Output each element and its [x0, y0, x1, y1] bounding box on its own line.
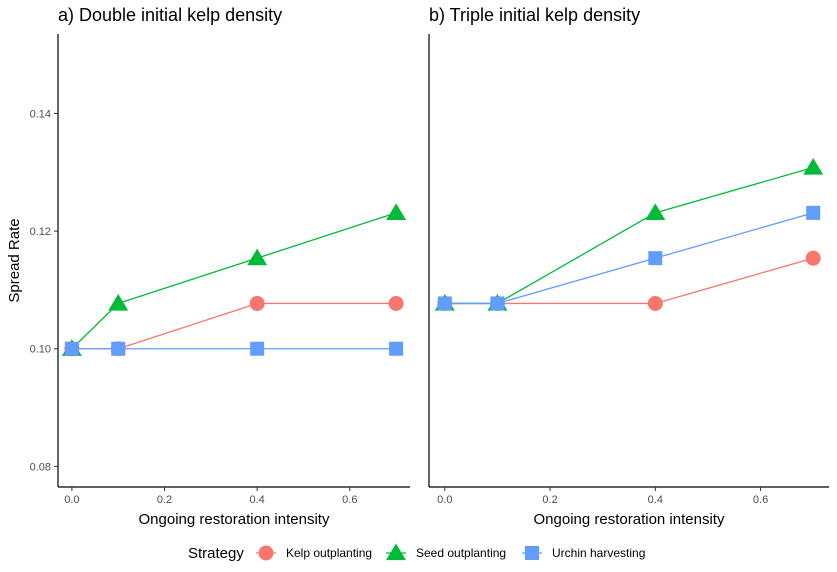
data-point [386, 203, 407, 220]
series-line-urchin-harvesting [444, 212, 814, 305]
x-tick-label: 0.4 [648, 494, 663, 506]
y-tick-label: 0.12 [30, 226, 51, 238]
data-point [437, 296, 452, 311]
legend-label: Seed outplanting [416, 546, 506, 560]
series-markers-urchin-harvesting [437, 205, 821, 311]
y-axis-label: Spread Rate [6, 218, 23, 302]
x-tick-label: 0.4 [250, 494, 265, 506]
x-tick-label: 0.6 [753, 494, 768, 506]
x-tick-label: 0.2 [157, 494, 172, 506]
panel-title: b) Triple initial kelp density [429, 5, 640, 25]
data-point [803, 158, 824, 175]
legend-key-square-icon [525, 546, 539, 560]
data-point [645, 203, 666, 220]
legend-key-triangle-icon [386, 543, 406, 561]
data-point [648, 251, 663, 266]
data-point [111, 341, 126, 356]
legend-label: Urchin harvesting [552, 546, 645, 560]
series-markers-urchin-harvesting [64, 341, 404, 356]
data-point [806, 205, 821, 220]
panels: a) Double initial kelp density 0.0 0.2 0.4 0… [6, 5, 829, 528]
legend-title: Strategy [188, 545, 244, 562]
x-tick-label: 0.6 [342, 494, 357, 506]
legend-item-seed-outplanting: Seed outplanting [386, 543, 506, 561]
data-point [250, 341, 265, 356]
data-point [388, 295, 404, 311]
panel-b: b) Triple initial kelp density 0.0 0.2 0.4 0… [428, 5, 829, 528]
panel-title: a) Double initial kelp density [58, 5, 282, 25]
legend: Strategy Kelp outplanting Seed outplanting… [188, 543, 645, 562]
data-point [389, 341, 404, 356]
x-tick-label: 0.2 [542, 494, 557, 506]
data-point [108, 293, 129, 311]
data-point [805, 250, 821, 266]
legend-item-kelp-outplanting: Kelp outplanting [256, 545, 372, 561]
legend-label: Kelp outplanting [286, 546, 372, 560]
x-tick-label: 0.0 [64, 494, 79, 506]
series-line-seed-outplanting [444, 166, 814, 305]
y-tick-label: 0.08 [30, 461, 51, 473]
series-line-seed-outplanting [71, 212, 397, 350]
data-point [247, 248, 268, 266]
x-axis-label: Ongoing restoration intensity [534, 511, 725, 528]
panel-a: a) Double initial kelp density 0.0 0.2 0.4 0… [6, 5, 410, 528]
data-point [490, 296, 505, 311]
data-point [64, 341, 79, 356]
legend-item-urchin-harvesting: Urchin harvesting [522, 546, 645, 560]
x-axis-label: Ongoing restoration intensity [139, 511, 330, 528]
data-point [249, 295, 265, 311]
y-tick-label: 0.10 [30, 344, 51, 356]
series-group [61, 203, 407, 357]
x-tick-label: 0.0 [437, 494, 452, 506]
series-group [434, 158, 824, 311]
y-tick-label: 0.14 [30, 108, 51, 120]
legend-key-circle-icon [258, 545, 274, 561]
data-point [647, 295, 663, 311]
